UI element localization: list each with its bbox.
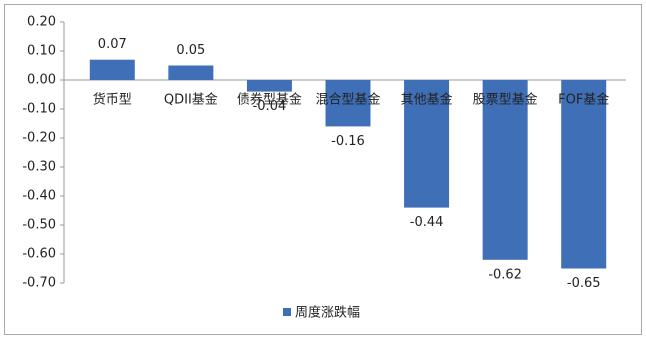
- x-tick-label: FOF基金: [558, 92, 609, 108]
- x-tick-label: 债券型基金: [237, 92, 302, 108]
- y-tick-label: 0.20: [27, 15, 56, 30]
- x-tick-label: 其他基金: [401, 92, 453, 108]
- bar: [482, 80, 528, 260]
- chart-border: [4, 4, 642, 335]
- x-tick-label: QDII基金: [164, 92, 218, 108]
- data-label: 0.07: [98, 37, 127, 52]
- x-tick-label: 混合型基金: [315, 92, 380, 108]
- data-label: -0.04: [253, 99, 287, 114]
- bar: [404, 80, 450, 208]
- bar: [246, 80, 292, 92]
- y-tick-label: -0.30: [22, 160, 56, 175]
- y-tick-label: -0.60: [22, 247, 56, 262]
- x-tick-label: 货币型: [93, 92, 132, 108]
- y-tick-label: -0.20: [22, 131, 56, 146]
- data-label: -0.16: [331, 134, 365, 149]
- data-label: -0.62: [488, 267, 522, 282]
- y-tick-label: -0.10: [22, 102, 56, 117]
- legend-swatch: [283, 308, 291, 316]
- x-tick-label: 股票型基金: [473, 92, 538, 108]
- bar: [561, 80, 607, 269]
- bar: [89, 59, 135, 80]
- data-label: -0.44: [410, 215, 444, 230]
- y-tick-label: 0.00: [27, 73, 56, 88]
- bar: [168, 65, 214, 80]
- y-tick-label: 0.10: [27, 44, 56, 59]
- data-label: 0.05: [176, 43, 205, 58]
- legend-label: 周度涨跌幅: [295, 305, 360, 321]
- bar: [325, 80, 371, 127]
- y-tick-label: -0.40: [22, 189, 56, 204]
- y-tick-label: -0.50: [22, 218, 56, 233]
- y-tick-label: -0.70: [22, 276, 56, 291]
- data-label: -0.65: [567, 276, 601, 291]
